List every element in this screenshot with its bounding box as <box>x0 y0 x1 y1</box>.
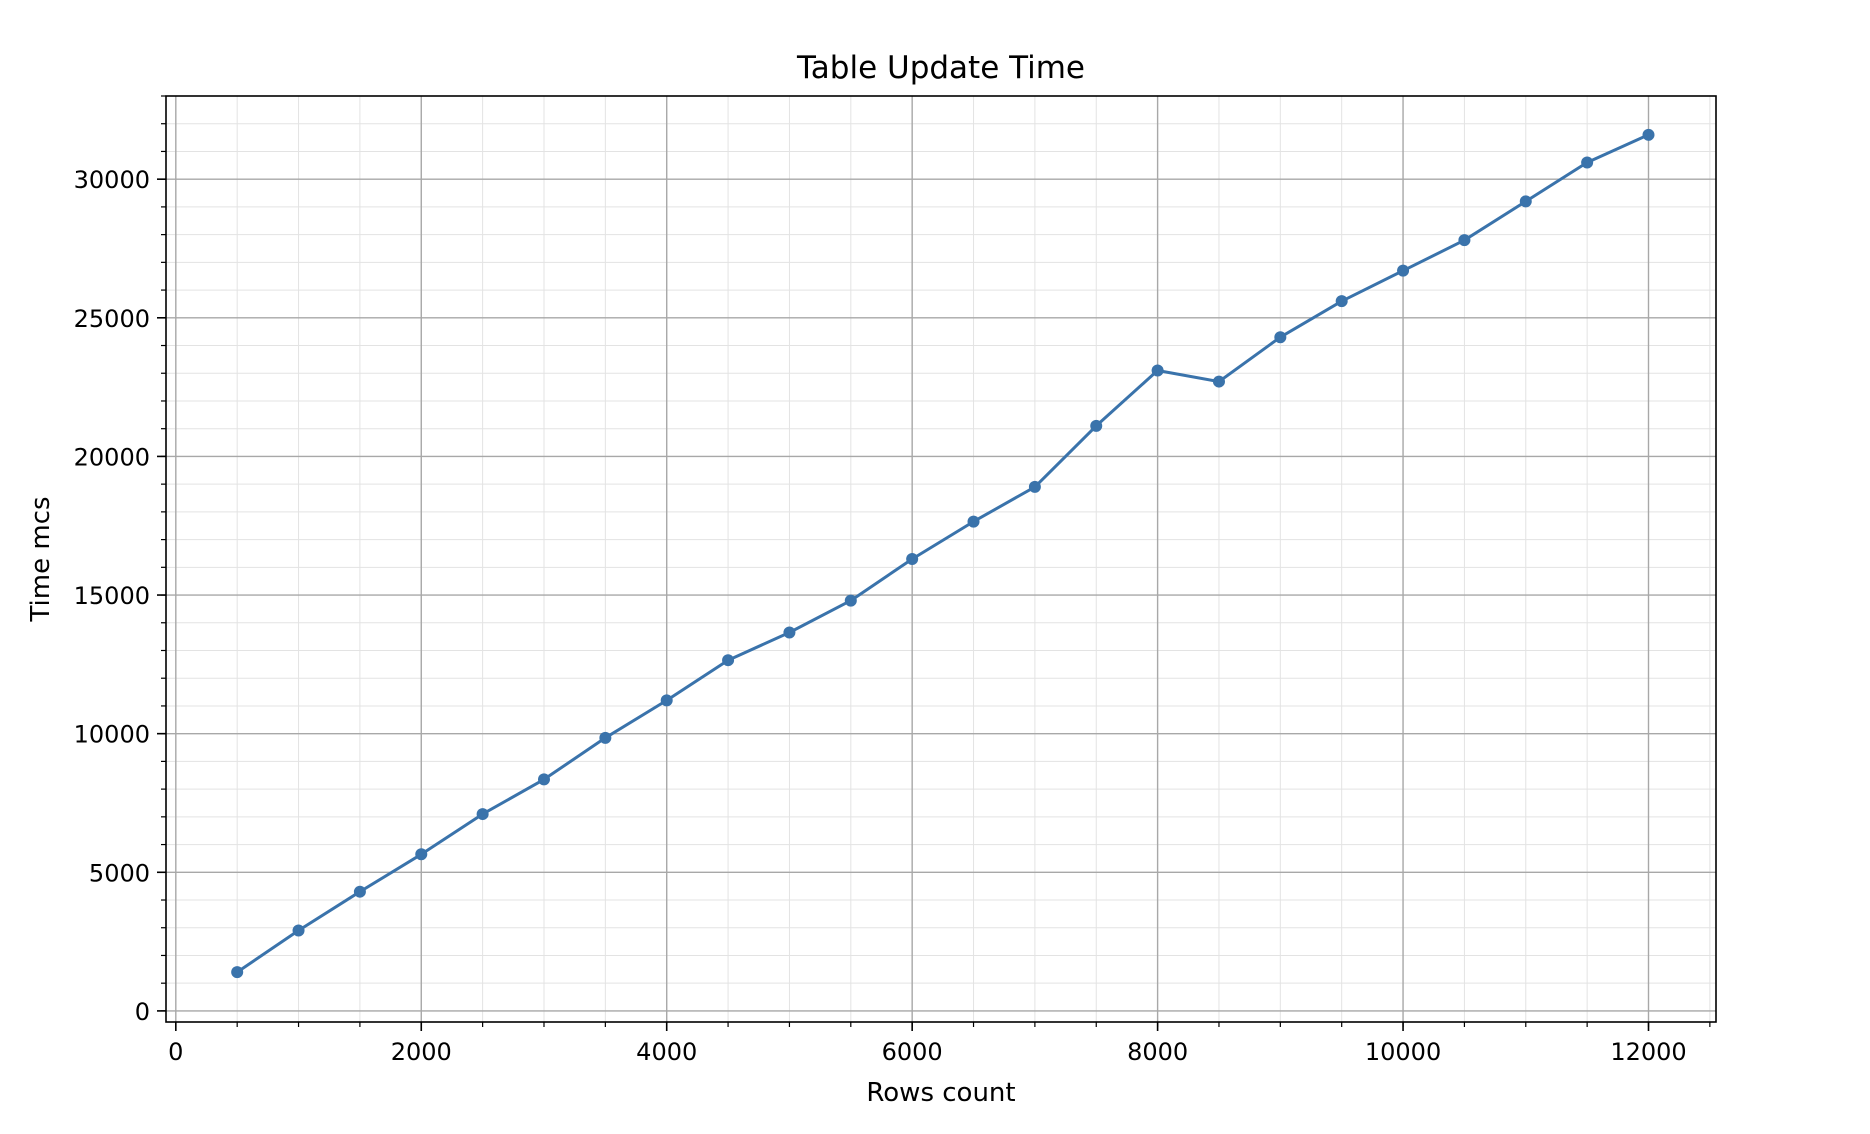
data-point <box>231 966 244 979</box>
data-point <box>1458 234 1471 247</box>
data-point <box>1335 295 1348 308</box>
data-point <box>844 594 857 607</box>
data-point <box>1274 331 1287 344</box>
x-tick-label: 2000 <box>391 1038 452 1066</box>
y-tick-label: 5000 <box>89 859 150 887</box>
data-point <box>1090 419 1103 432</box>
y-tick-label: 10000 <box>74 721 150 749</box>
data-point <box>415 848 428 861</box>
data-point <box>292 924 305 937</box>
data-point <box>660 694 673 707</box>
data-point <box>1151 364 1164 377</box>
x-tick-label: 0 <box>168 1038 183 1066</box>
y-tick-label: 25000 <box>74 305 150 333</box>
chart-title: Table Update Time <box>796 50 1085 86</box>
data-point <box>476 808 489 821</box>
data-point <box>967 515 980 528</box>
data-point <box>537 773 550 786</box>
x-tick-label: 6000 <box>882 1038 943 1066</box>
x-tick-label: 10000 <box>1365 1038 1441 1066</box>
axis-ticks <box>157 95 1711 1031</box>
data-point <box>906 553 919 565</box>
y-tick-label: 30000 <box>74 166 150 194</box>
x-tick-label: 12000 <box>1610 1038 1686 1066</box>
x-tick-label: 4000 <box>636 1038 697 1066</box>
data-point <box>1642 128 1655 141</box>
major-grid <box>166 96 1716 1022</box>
data-point <box>1028 480 1041 493</box>
data-point <box>1397 264 1410 277</box>
plot-frame <box>165 95 1717 1023</box>
y-tick-label: 15000 <box>74 582 150 610</box>
y-tick-label: 0 <box>135 998 150 1026</box>
tick-labels: 0 2000 4000 6000 8000 10000 12000 0 5000 10000 150… <box>74 166 1687 1066</box>
y-axis-label: Time mcs <box>26 496 56 622</box>
data-point <box>722 654 735 667</box>
data-point <box>783 626 796 639</box>
data-point <box>1212 375 1225 388</box>
minor-grid <box>166 95 1716 1022</box>
data-point <box>353 885 366 898</box>
series-line <box>236 133 1650 974</box>
data-point <box>599 731 612 744</box>
x-axis-label: Rows count <box>866 1078 1015 1108</box>
y-tick-label: 20000 <box>74 443 150 471</box>
series-layer <box>231 128 1655 979</box>
data-point <box>1519 195 1532 208</box>
data-point <box>1581 156 1594 169</box>
x-tick-label: 8000 <box>1127 1038 1188 1066</box>
